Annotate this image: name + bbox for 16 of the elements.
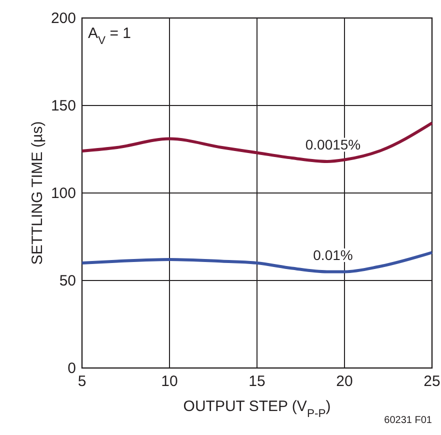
y-tick-label: 200 bbox=[50, 10, 76, 27]
x-axis-title: OUTPUT STEP (V$_{P-P}$) bbox=[183, 398, 331, 420]
x-tick-label: 5 bbox=[78, 373, 86, 390]
x-tick-label: 10 bbox=[161, 373, 178, 390]
x-tick-label: 20 bbox=[336, 373, 353, 390]
y-tick-label: 150 bbox=[50, 98, 76, 114]
line-series bbox=[80, 251, 434, 274]
y-tick-label: 50 bbox=[59, 272, 76, 290]
x-tick-label: 15 bbox=[248, 373, 266, 390]
y-axis-title: SETTLING TIME (µs) bbox=[29, 121, 46, 265]
x-tick-label: 25 bbox=[424, 373, 440, 390]
text: 60231 F01 bbox=[384, 415, 432, 426]
annotation: A$_{V}$ = 1 bbox=[88, 25, 131, 47]
y-tick-label: 100 bbox=[50, 185, 76, 202]
line-series bbox=[80, 122, 434, 163]
y-tick-label: 0 bbox=[68, 360, 76, 377]
